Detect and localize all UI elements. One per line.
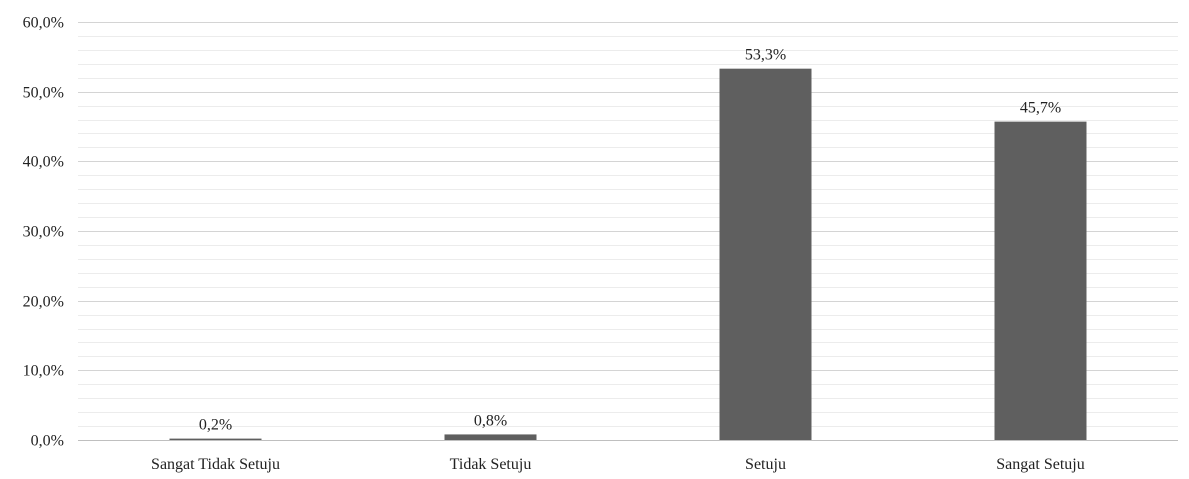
data-label: 45,7%	[1020, 100, 1061, 117]
bars	[169, 68, 1087, 440]
data-label: 0,8%	[474, 412, 507, 429]
x-tick-label: Setuju	[745, 456, 786, 473]
bar-tidak-setuju	[444, 434, 537, 440]
y-tick-label: 20,0%	[23, 294, 64, 311]
x-tick-label: Sangat Tidak Setuju	[151, 456, 280, 473]
bar-sangat-setuju	[994, 121, 1087, 440]
x-tick-label: Tidak Setuju	[450, 456, 532, 473]
y-tick-label: 10,0%	[23, 363, 64, 380]
y-tick-label: 50,0%	[23, 85, 64, 102]
data-label: 53,3%	[745, 47, 786, 64]
x-axis: Sangat Tidak Setuju Tidak Setuju Setuju San…	[151, 456, 1085, 473]
data-labels: 0,2% 0,8% 53,3% 45,7%	[199, 47, 1061, 434]
bar-sangat-tidak-setuju	[169, 438, 262, 440]
bar-setuju	[719, 68, 812, 440]
y-tick-label: 30,0%	[23, 224, 64, 241]
y-tick-label: 0,0%	[31, 433, 64, 450]
data-label: 0,2%	[199, 417, 232, 434]
y-tick-label: 60,0%	[23, 15, 64, 32]
x-tick-label: Sangat Setuju	[996, 456, 1084, 473]
y-axis: 0,0% 10,0% 20,0% 30,0% 40,0% 50,0% 60,0%	[23, 15, 64, 450]
y-tick-label: 40,0%	[23, 154, 64, 171]
